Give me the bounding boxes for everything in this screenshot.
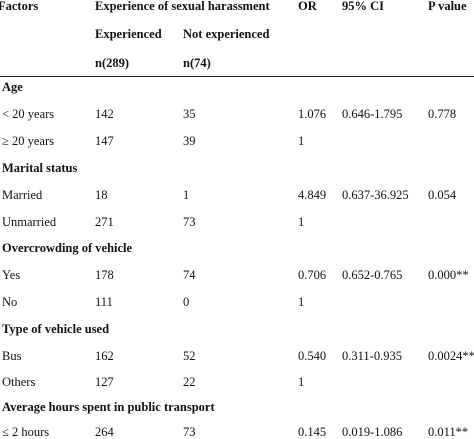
row-experienced: 111 — [95, 295, 113, 309]
row-or: 1.076 — [298, 107, 327, 121]
row-experienced: 178 — [95, 268, 114, 282]
row-not-experienced: 0 — [183, 295, 190, 309]
section-title-age: Age — [2, 80, 23, 94]
row-label: < 20 years — [2, 107, 55, 121]
row-label: Bus — [2, 349, 22, 363]
header-experience-group: Experience of sexual harassment — [95, 0, 270, 13]
row-p: 0.054 — [428, 188, 457, 202]
row-experienced: 127 — [95, 375, 114, 389]
row-label: ≤ 2 hours — [2, 425, 50, 439]
row-experienced: 142 — [95, 107, 114, 121]
row-not-experienced: 73 — [183, 215, 196, 229]
row-experienced: 264 — [95, 425, 114, 439]
section-title-vehicle-type: Type of vehicle used — [2, 322, 110, 336]
row-label: ≥ 20 years — [2, 134, 54, 148]
row-experienced: 147 — [95, 134, 114, 148]
row-not-experienced: 22 — [183, 375, 196, 389]
header-ci: 95% CI — [342, 0, 385, 13]
row-or: 0.145 — [298, 425, 327, 439]
row-not-experienced: 73 — [183, 425, 196, 439]
row-not-experienced: 74 — [183, 268, 196, 282]
row-label: Unmarried — [2, 215, 57, 229]
header-or: OR — [298, 0, 317, 13]
row-experienced: 162 — [95, 349, 114, 363]
row-or: 0.540 — [298, 349, 327, 363]
header-factors: Factors — [0, 0, 39, 13]
row-or: 1 — [298, 375, 305, 389]
row-ci: 0.646-1.795 — [342, 107, 403, 121]
row-ci: 0.311-0.935 — [342, 349, 402, 363]
row-experienced: 18 — [95, 188, 108, 202]
row-p: 0.011** — [428, 425, 469, 439]
header-n-not-experienced: n(74) — [183, 56, 211, 70]
row-ci: 0.652-0.765 — [342, 268, 403, 282]
row-not-experienced: 52 — [183, 349, 196, 363]
row-ci: 0.637-36.925 — [342, 188, 409, 202]
row-label: Others — [2, 375, 36, 389]
row-or: 4.849 — [298, 188, 327, 202]
section-title-marital-status: Marital status — [2, 161, 78, 175]
row-or: 0.706 — [298, 268, 327, 282]
row-p: 0.778 — [428, 107, 457, 121]
header-divider — [0, 76, 474, 77]
section-title-average-hours: Average hours spent in public transport — [2, 400, 215, 414]
row-p: 0.000** — [428, 268, 469, 282]
row-label: Married — [2, 188, 43, 202]
row-not-experienced: 39 — [183, 134, 196, 148]
header-n-experienced: n(289) — [95, 56, 130, 70]
row-not-experienced: 1 — [183, 188, 190, 202]
row-experienced: 271 — [95, 215, 114, 229]
row-label: Yes — [2, 268, 21, 282]
row-p: 0.0024** — [428, 349, 474, 363]
row-or: 1 — [298, 215, 305, 229]
row-not-experienced: 35 — [183, 107, 196, 121]
header-not-experienced: Not experienced — [183, 27, 270, 41]
header-p-value: P value — [428, 0, 467, 13]
row-or: 1 — [298, 295, 305, 309]
row-label: No — [2, 295, 18, 309]
header-experienced: Experienced — [95, 27, 162, 41]
row-or: 1 — [298, 134, 305, 148]
section-title-overcrowding: Overcrowding of vehicle — [2, 241, 133, 255]
row-ci: 0.019-1.086 — [342, 425, 403, 439]
